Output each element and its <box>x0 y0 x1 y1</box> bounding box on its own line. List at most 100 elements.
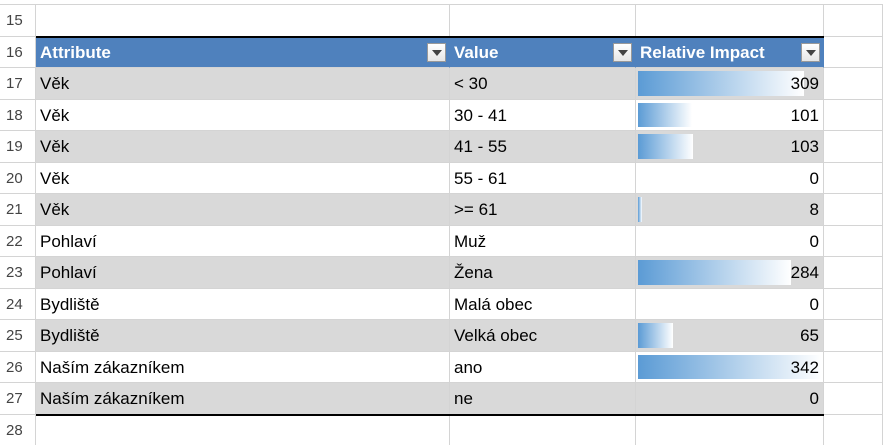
table-top-border <box>36 35 824 38</box>
row-number: 22 <box>0 225 36 257</box>
attribute-cell: Pohlaví <box>36 225 450 257</box>
filter-button[interactable] <box>427 42 446 62</box>
value-text: ne <box>454 389 473 408</box>
value-text: ano <box>454 357 483 377</box>
empty-cell <box>824 320 883 352</box>
top-edge <box>0 0 883 5</box>
row-number: 27 <box>0 383 36 415</box>
empty-cell <box>824 5 883 37</box>
value-cell: Žena <box>450 257 636 289</box>
row-number: 18 <box>0 99 36 131</box>
impact-cell: 0 <box>636 383 824 415</box>
row-number: 20 <box>0 162 36 194</box>
impact-cell: 0 <box>636 288 824 320</box>
row-number: 16 <box>0 36 36 68</box>
value-cell: 41 - 55 <box>450 131 636 163</box>
attribute-text: Věk <box>40 105 70 125</box>
impact-cell: 342 <box>636 351 824 383</box>
data-bar <box>638 323 673 348</box>
attribute-cell: Věk <box>36 131 450 163</box>
empty-cell <box>450 5 636 37</box>
empty-cell <box>36 414 450 445</box>
value-text: Velká obec <box>454 326 538 345</box>
attribute-cell: Bydliště <box>36 288 450 320</box>
empty-cell <box>824 68 883 100</box>
header-text: Attribute <box>40 42 111 62</box>
row-number: 23 <box>0 257 36 289</box>
value-cell: Velká obec <box>450 320 636 352</box>
value-text: < 30 <box>454 74 488 93</box>
value-cell: 55 - 61 <box>450 162 636 194</box>
row-number: 17 <box>0 68 36 100</box>
empty-cell <box>824 414 883 445</box>
empty-cell <box>824 257 883 289</box>
empty-cell <box>824 225 883 257</box>
attribute-cell: Věk <box>36 162 450 194</box>
attribute-cell: Věk <box>36 194 450 226</box>
impact-text: 103 <box>790 137 819 156</box>
value-cell: >= 61 <box>450 194 636 226</box>
header-cell: Relative Impact <box>636 36 824 68</box>
header-text: Relative Impact <box>640 42 765 62</box>
attribute-text: Věk <box>40 200 70 219</box>
value-text: >= 61 <box>454 200 498 219</box>
header-text: Value <box>454 42 499 62</box>
impact-cell: 8 <box>636 194 824 226</box>
attribute-cell: Věk <box>36 68 450 100</box>
impact-text: 0 <box>809 294 819 314</box>
value-cell: ano <box>450 351 636 383</box>
attribute-text: Naším zákazníkem <box>40 389 185 408</box>
filter-button[interactable] <box>613 42 632 62</box>
impact-cell: 103 <box>636 131 824 163</box>
impact-text: 0 <box>809 389 819 408</box>
empty-cell <box>636 414 824 445</box>
row-number: 26 <box>0 351 36 383</box>
impact-cell: 0 <box>636 225 824 257</box>
attribute-text: Věk <box>40 74 70 93</box>
data-bar <box>638 260 791 285</box>
empty-cell <box>450 414 636 445</box>
impact-cell: 0 <box>636 162 824 194</box>
row-number: 19 <box>0 131 36 163</box>
empty-cell <box>824 131 883 163</box>
value-cell: 30 - 41 <box>450 99 636 131</box>
attribute-text: Věk <box>40 137 70 156</box>
attribute-cell: Naším zákazníkem <box>36 383 450 415</box>
impact-cell: 101 <box>636 99 824 131</box>
impact-cell: 284 <box>636 257 824 289</box>
attribute-text: Pohlaví <box>40 231 97 251</box>
data-bar <box>638 102 693 127</box>
attribute-cell: Naším zákazníkem <box>36 351 450 383</box>
impact-text: 342 <box>790 357 819 377</box>
attribute-text: Bydliště <box>40 326 100 345</box>
data-bar <box>638 71 805 96</box>
empty-cell <box>636 5 824 37</box>
attribute-text: Bydliště <box>40 294 100 314</box>
attribute-text: Pohlaví <box>40 263 97 282</box>
empty-cell <box>824 162 883 194</box>
header-cell: Attribute <box>36 36 450 68</box>
empty-cell <box>824 99 883 131</box>
filter-button[interactable] <box>801 42 820 62</box>
value-cell: ne <box>450 383 636 415</box>
value-text: 55 - 61 <box>454 168 507 188</box>
attribute-cell: Pohlaví <box>36 257 450 289</box>
value-text: Muž <box>454 231 487 251</box>
attribute-cell: Bydliště <box>36 320 450 352</box>
data-bar <box>638 354 822 379</box>
row-number: 25 <box>0 320 36 352</box>
empty-cell <box>824 383 883 415</box>
impact-text: 0 <box>809 231 819 251</box>
impact-cell: 309 <box>636 68 824 100</box>
impact-text: 101 <box>790 105 819 125</box>
table-bottom-border <box>36 413 824 416</box>
value-cell: < 30 <box>450 68 636 100</box>
empty-cell <box>824 36 883 68</box>
empty-cell <box>36 5 450 37</box>
empty-cell <box>824 288 883 320</box>
attribute-text: Naším zákazníkem <box>40 357 185 377</box>
value-cell: Malá obec <box>450 288 636 320</box>
impact-text: 0 <box>809 168 819 188</box>
